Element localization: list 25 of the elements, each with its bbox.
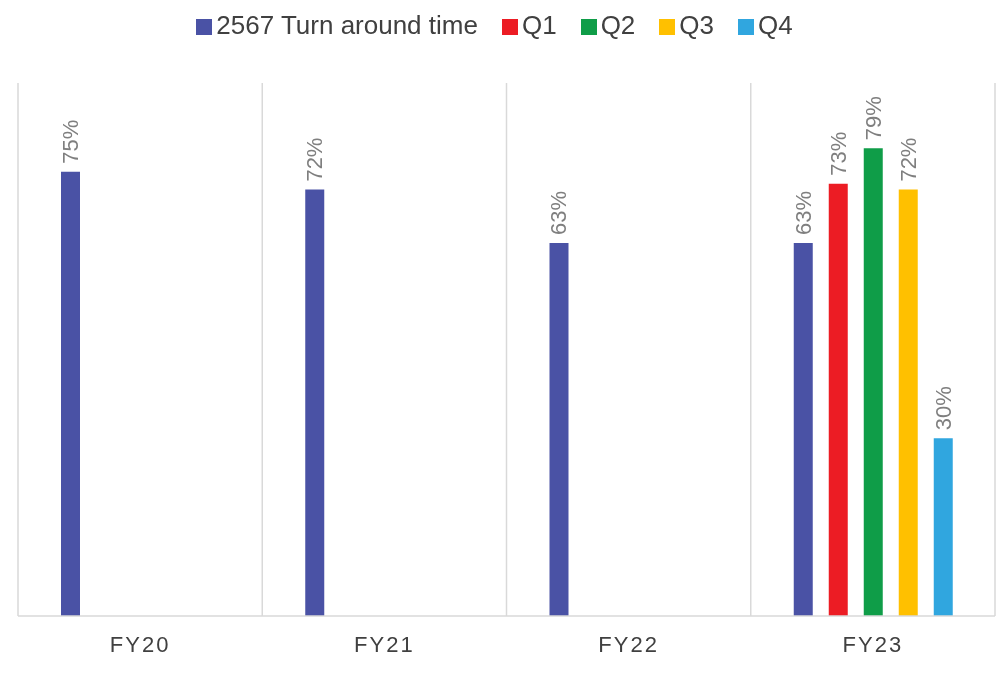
data-label: 73% <box>825 131 851 176</box>
bar <box>305 189 325 616</box>
data-label: 63% <box>546 190 572 235</box>
x-tick-label: FY23 <box>842 631 904 657</box>
bar <box>828 183 848 616</box>
x-tick-label: FY22 <box>598 631 659 657</box>
legend-label: Q2 <box>600 10 636 40</box>
data-label: 63% <box>790 190 816 235</box>
legend-label: Q3 <box>679 10 714 40</box>
legend-label: Q1 <box>521 10 557 40</box>
legend-label: 2567 Turn around time <box>216 10 478 40</box>
data-label: 30% <box>930 386 956 431</box>
bar <box>863 148 883 616</box>
bar <box>933 438 953 616</box>
data-label: 72% <box>302 137 328 182</box>
bar <box>549 242 569 616</box>
legend-label: Q4 <box>758 10 793 40</box>
x-tick-label: FY20 <box>109 631 171 657</box>
data-label: 75% <box>58 119 83 164</box>
bar <box>793 242 813 616</box>
bar <box>61 171 80 616</box>
data-label: 72% <box>895 137 921 182</box>
x-tick-label: FY21 <box>354 631 415 657</box>
bar <box>898 189 918 616</box>
data-label: 79% <box>860 96 886 141</box>
